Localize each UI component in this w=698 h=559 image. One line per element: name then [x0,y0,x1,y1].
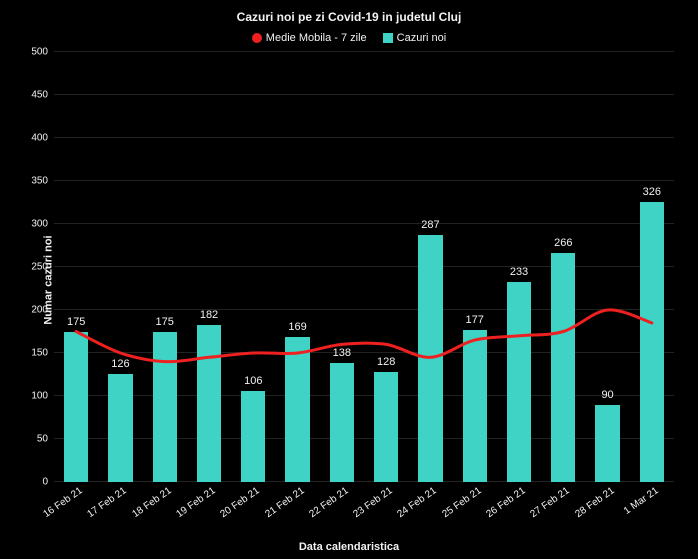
x-tick: 20 Feb 21 [216,482,262,520]
y-tick: 300 [31,219,54,230]
y-tick: 50 [37,434,54,445]
x-tick: 28 Feb 21 [571,482,617,520]
x-tick: 1 Mar 21 [620,482,661,517]
plot-area: 05010015020025030035040045050017516 Feb … [54,52,674,482]
x-tick: 16 Feb 21 [39,482,85,520]
y-tick: 150 [31,348,54,359]
x-tick: 17 Feb 21 [84,482,130,520]
chart-title: Cazuri noi pe zi Covid-19 in judetul Clu… [0,10,698,24]
x-tick: 23 Feb 21 [349,482,395,520]
y-tick: 0 [42,477,54,488]
legend-label-line: Medie Mobila - 7 zile [266,32,367,44]
legend-item-line: Medie Mobila - 7 zile [252,32,367,44]
x-tick: 19 Feb 21 [172,482,218,520]
chart-container: Cazuri noi pe zi Covid-19 in judetul Clu… [0,0,698,559]
y-tick: 450 [31,90,54,101]
legend-swatch-bars [383,33,393,43]
legend: Medie Mobila - 7 zile Cazuri noi [0,32,698,44]
legend-item-bars: Cazuri noi [383,32,447,44]
y-tick: 350 [31,176,54,187]
y-tick: 500 [31,47,54,58]
x-tick: 18 Feb 21 [128,482,174,520]
y-tick: 400 [31,133,54,144]
x-tick: 26 Feb 21 [482,482,528,520]
x-tick: 22 Feb 21 [305,482,351,520]
x-axis-label: Data calendaristica [0,541,698,553]
y-tick: 200 [31,305,54,316]
x-tick: 27 Feb 21 [526,482,572,520]
legend-swatch-line [252,33,262,43]
moving-average-line [54,52,674,482]
x-tick: 21 Feb 21 [261,482,307,520]
x-tick: 24 Feb 21 [394,482,440,520]
legend-label-bars: Cazuri noi [397,32,447,44]
y-tick: 100 [31,391,54,402]
x-tick: 25 Feb 21 [438,482,484,520]
y-tick: 250 [31,262,54,273]
